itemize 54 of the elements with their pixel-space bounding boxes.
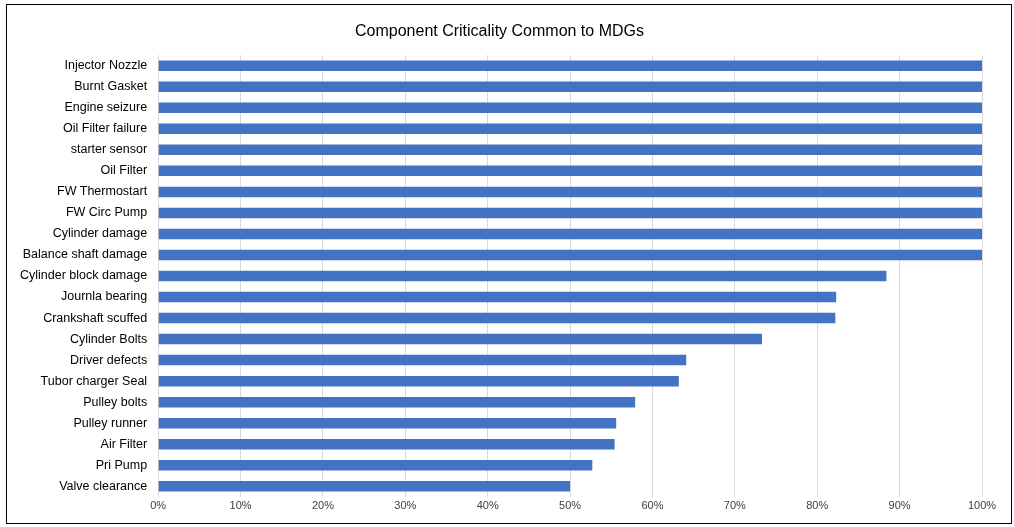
x-tick-label: 100% xyxy=(967,499,997,512)
y-tick-label: Engine seizure xyxy=(64,100,148,115)
x-tick-label: 70% xyxy=(723,499,747,512)
y-tick-label: FW Thermostart xyxy=(57,184,148,199)
bar xyxy=(158,417,617,429)
y-tick-label: Balance shaft damage xyxy=(22,247,148,262)
y-tick-label: FW Circ Pump xyxy=(65,205,148,220)
bar xyxy=(158,333,763,345)
y-tick-label: Tubor charger Seal xyxy=(40,373,148,388)
bar xyxy=(158,228,982,240)
bar xyxy=(158,144,982,156)
bar xyxy=(158,291,837,303)
bar xyxy=(158,396,636,408)
bar xyxy=(158,207,982,219)
y-tick-label: Injector Nozzle xyxy=(64,58,148,73)
bar xyxy=(158,186,982,198)
y-tick-label: Cylinder Bolts xyxy=(70,331,148,346)
y-tick-label: Air Filter xyxy=(100,436,148,451)
x-tick-label: 40% xyxy=(476,499,499,512)
y-tick-label: Oil Filter xyxy=(100,163,148,178)
y-tick-label: Journla bearing xyxy=(60,289,148,304)
bar xyxy=(158,481,571,492)
x-tick-label: 10% xyxy=(229,499,252,512)
y-tick-label: Pulley runner xyxy=(73,415,148,430)
bar xyxy=(158,249,982,261)
x-tick-label: 90% xyxy=(888,499,911,512)
bar xyxy=(158,312,836,324)
x-tick-label: 50% xyxy=(559,499,582,512)
bar xyxy=(158,60,982,71)
bar xyxy=(158,375,679,387)
y-tick-label: Oil Filter failure xyxy=(63,121,148,136)
y-tick-label: Cylinder block damage xyxy=(19,268,148,283)
x-tick-label: 20% xyxy=(311,499,335,512)
x-tick-label: 80% xyxy=(806,499,829,512)
bar xyxy=(158,438,615,450)
x-tick-label: 0% xyxy=(150,499,167,512)
y-tick-label: Pri Pump xyxy=(95,457,148,472)
chart-title: Component Criticality Common to MDGs xyxy=(355,22,644,40)
bar xyxy=(158,81,982,92)
y-tick-label: Crankshaft scuffed xyxy=(43,310,148,325)
x-tick-label: 30% xyxy=(394,499,417,512)
y-tick-label: Driver defects xyxy=(70,352,148,367)
bar xyxy=(158,270,887,282)
x-tick-label: 60% xyxy=(641,499,664,512)
y-tick-label: Cylinder damage xyxy=(52,226,148,241)
bar xyxy=(158,123,982,135)
y-tick-label: Valve clearance xyxy=(59,478,148,493)
bar xyxy=(158,102,982,114)
bar xyxy=(158,354,687,366)
bar xyxy=(158,165,982,177)
y-tick-label: Burnt Gasket xyxy=(74,79,148,94)
bar xyxy=(158,460,593,471)
y-tick-label: Pulley bolts xyxy=(83,394,148,409)
y-tick-label: starter sensor xyxy=(70,142,148,157)
